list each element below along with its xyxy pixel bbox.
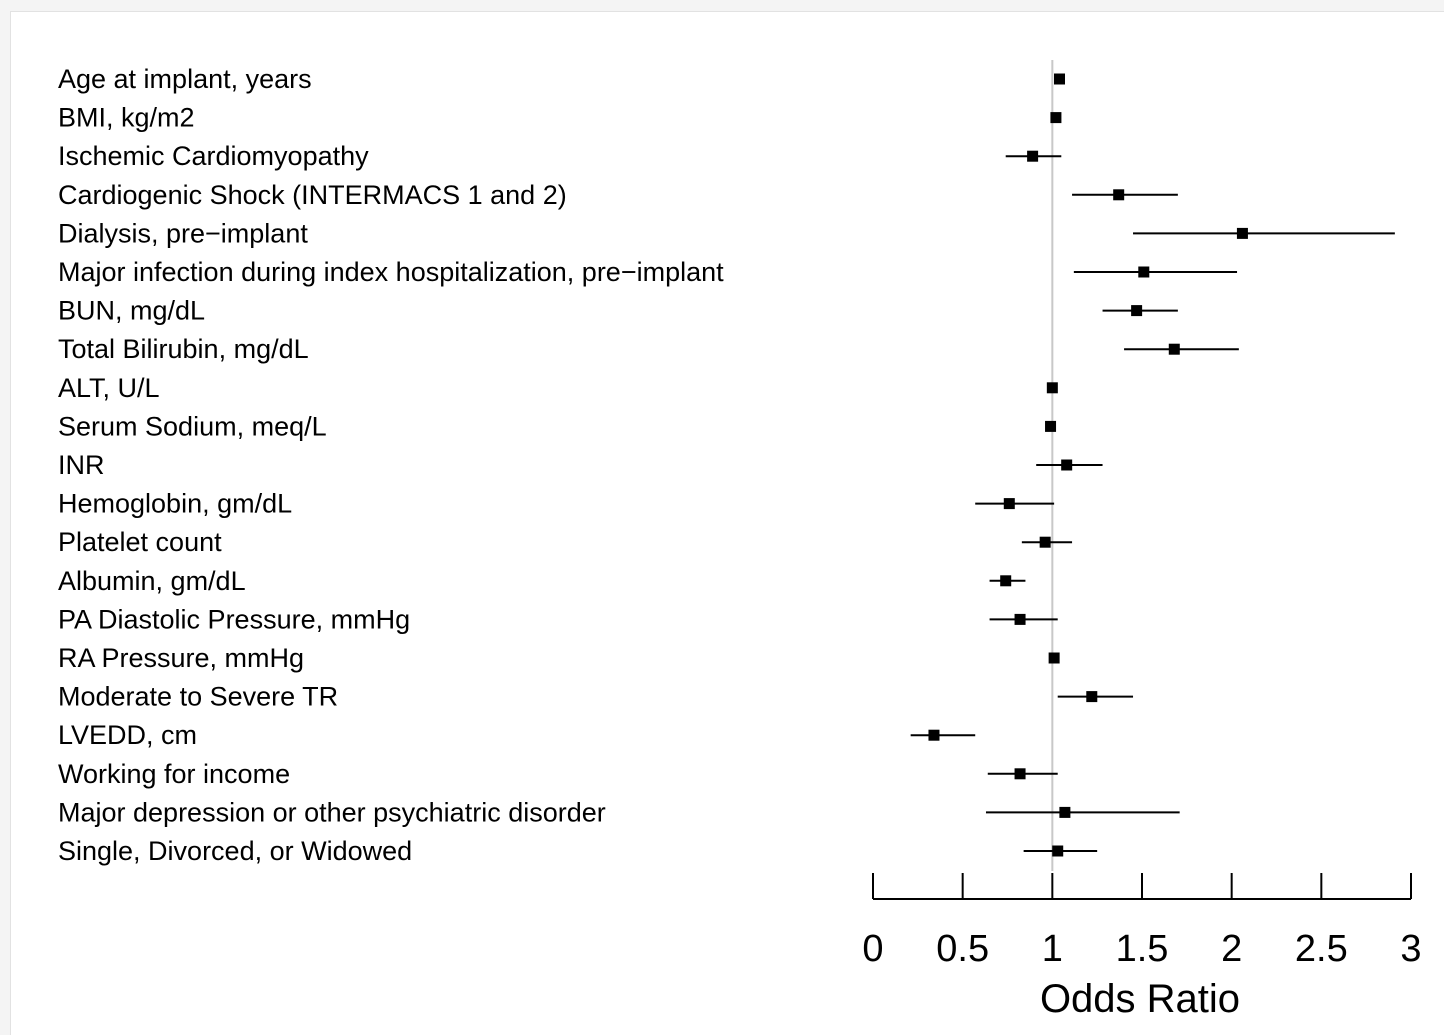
row-label: PA Diastolic Pressure, mmHg — [58, 604, 410, 634]
confidence-intervals — [910, 155, 1395, 852]
or-marker — [1003, 498, 1015, 510]
row-label: ALT, U/L — [58, 373, 160, 403]
row-label: INR — [58, 450, 105, 480]
x-tick-label: 1 — [1042, 928, 1063, 970]
row-label: BUN, mg/dL — [58, 296, 205, 326]
row-label: Cardiogenic Shock (INTERMACS 1 and 2) — [58, 180, 567, 210]
row-label: Dialysis, pre−implant — [58, 218, 308, 248]
row-label: BMI, kg/m2 — [58, 103, 195, 133]
row-label: Moderate to Severe TR — [58, 682, 338, 712]
or-marker — [1054, 73, 1066, 85]
row-label: RA Pressure, mmHg — [58, 643, 304, 673]
row-label: Major depression or other psychiatric di… — [58, 797, 606, 827]
x-axis: 0 0.5 1 1.5 2 2.5 3 — [862, 873, 1422, 970]
x-tick-label: 0.5 — [936, 928, 989, 970]
row-label: Age at implant, years — [58, 64, 312, 94]
row-label: Single, Divorced, or Widowed — [58, 836, 412, 866]
chart-panel: Age at implant, years BMI, kg/m2 Ischemic … — [10, 11, 1444, 1035]
or-marker — [1052, 845, 1064, 857]
or-marker — [1014, 613, 1026, 625]
x-tick-label: 0 — [862, 928, 883, 970]
x-axis-title: Odds Ratio — [1040, 977, 1240, 1021]
or-marker — [1059, 806, 1071, 818]
or-marker — [1039, 536, 1051, 548]
row-label: Working for income — [58, 759, 290, 789]
odds-ratio-markers — [928, 73, 1248, 857]
row-label: Hemoglobin, gm/dL — [58, 489, 292, 519]
x-tick-label: 1.5 — [1116, 928, 1169, 970]
or-marker — [1048, 652, 1060, 664]
row-label: Albumin, gm/dL — [58, 566, 246, 596]
row-label: LVEDD, cm — [58, 720, 197, 750]
or-marker — [1046, 382, 1058, 394]
forest-plot: Age at implant, years BMI, kg/m2 Ischemic … — [58, 60, 1422, 1021]
row-label: Total Bilirubin, mg/dL — [58, 334, 309, 364]
or-marker — [1168, 343, 1180, 355]
row-label: Major infection during index hospitaliza… — [58, 257, 724, 287]
row-label: Platelet count — [58, 527, 222, 557]
or-marker — [1000, 575, 1012, 587]
x-tick-label: 2.5 — [1295, 928, 1348, 970]
or-marker — [928, 729, 940, 741]
x-tick-label: 3 — [1400, 928, 1421, 970]
or-marker — [1061, 459, 1073, 471]
or-marker — [1086, 691, 1098, 703]
x-tick-label: 2 — [1221, 928, 1242, 970]
or-marker — [1131, 305, 1143, 317]
or-marker — [1138, 266, 1150, 278]
or-marker — [1027, 150, 1039, 162]
or-marker — [1045, 420, 1057, 432]
row-label: Ischemic Cardiomyopathy — [58, 141, 369, 171]
or-marker — [1014, 768, 1026, 780]
or-marker — [1113, 189, 1125, 201]
row-label: Serum Sodium, meq/L — [58, 411, 327, 441]
or-marker — [1236, 227, 1248, 239]
row-labels: Age at implant, years BMI, kg/m2 Ischemic … — [58, 64, 724, 866]
or-marker — [1050, 112, 1062, 124]
